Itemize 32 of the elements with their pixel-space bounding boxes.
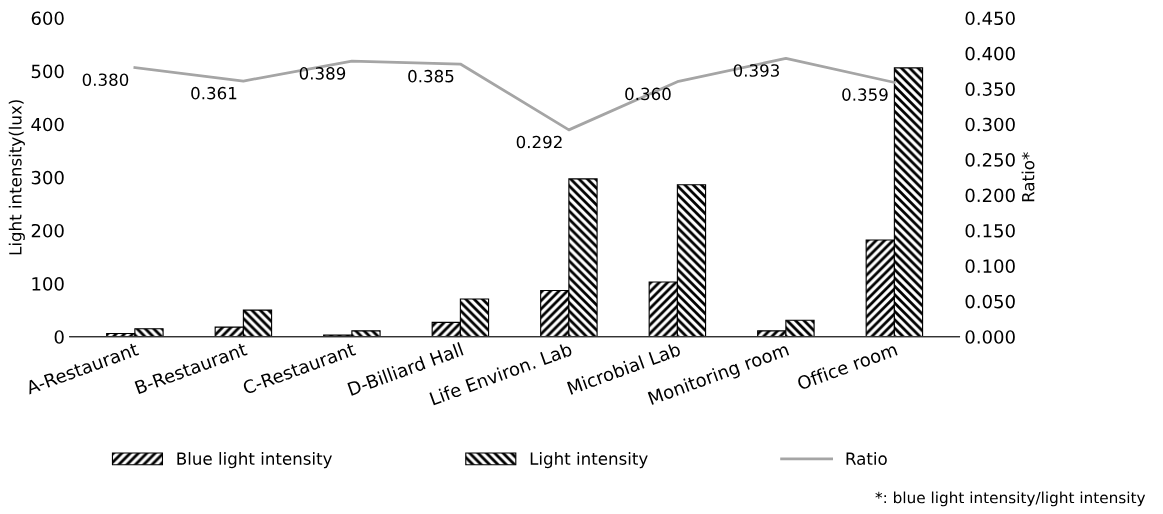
y2-axis-title: Ratio* — [1021, 152, 1035, 202]
data-label: 0.360 — [625, 87, 671, 101]
x-tick-label: Office room — [796, 342, 898, 391]
y-tick-label: 600 — [31, 11, 64, 26]
data-label: 0.359 — [842, 88, 888, 101]
data-label: 0.393 — [733, 64, 779, 77]
y-tick-label: 100 — [32, 277, 64, 291]
y2-tick-label: 0.350 — [965, 82, 1015, 96]
y2-tick-label: 0.100 — [965, 259, 1015, 273]
data-label: 0.292 — [516, 135, 562, 149]
legend-label: Ratio — [846, 452, 887, 465]
y2-tick-label: 0.200 — [965, 188, 1015, 203]
legend-label: Blue light intensity — [177, 452, 332, 469]
y-tick-label: 500 — [31, 64, 64, 79]
y2-tick-label: 0.150 — [965, 223, 1015, 238]
y-tick-label: 0 — [54, 330, 64, 344]
y-tick-label: 400 — [31, 117, 64, 132]
y-tick-label: 300 — [31, 170, 64, 185]
y2-tick-label: 0.250 — [965, 153, 1015, 167]
y-tick-label: 200 — [31, 223, 64, 238]
data-label: 0.389 — [299, 67, 346, 80]
text: *: blue light intensity/light intensity — [875, 491, 1146, 507]
y2-tick-label: 0.050 — [965, 294, 1015, 309]
y2-tick-label: 0.000 — [965, 330, 1015, 344]
legend-label: Light intensity — [530, 452, 648, 469]
y-axis-title: Light intensity(lux) — [8, 100, 25, 255]
y2-tick-label: 0.400 — [965, 46, 1015, 61]
data-label: 0.385 — [408, 69, 454, 83]
y2-tick-label: 0.450 — [965, 11, 1015, 26]
data-label: 0.380 — [82, 73, 129, 87]
y2-tick-label: 0.300 — [965, 117, 1015, 132]
data-label: 0.361 — [191, 86, 237, 100]
